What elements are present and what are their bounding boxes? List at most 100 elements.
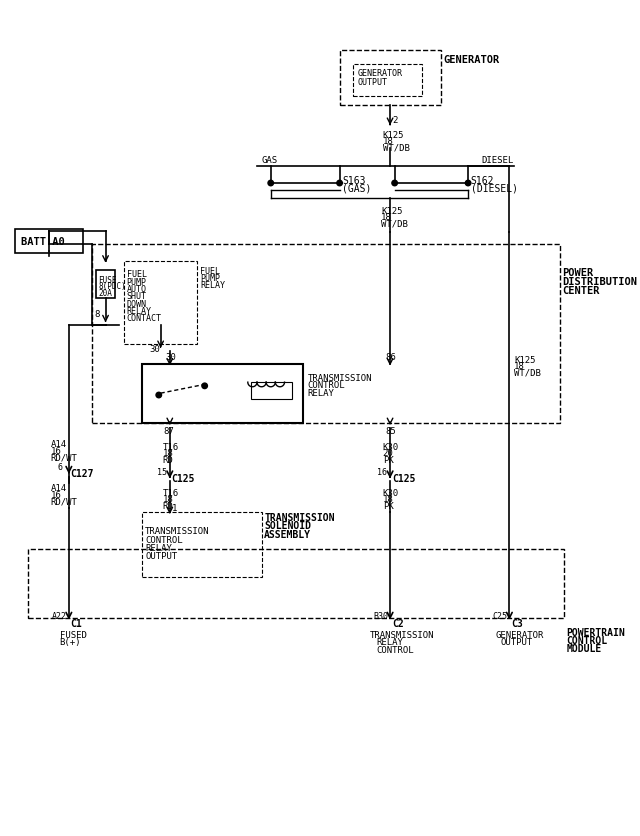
Text: OUTPUT: OUTPUT [358, 78, 388, 86]
Text: FUEL: FUEL [200, 267, 220, 275]
Text: 18: 18 [383, 137, 394, 146]
Text: C125: C125 [172, 473, 195, 483]
Text: 16: 16 [51, 446, 61, 455]
Text: 30: 30 [165, 353, 176, 361]
Text: 85: 85 [385, 427, 396, 436]
Text: FUSED: FUSED [60, 630, 86, 640]
Text: FUEL: FUEL [127, 270, 147, 279]
Text: 15: 15 [157, 467, 167, 477]
Circle shape [337, 181, 342, 186]
Text: MODULE: MODULE [566, 644, 602, 654]
Bar [97, 271, 115, 298]
Text: AUTO: AUTO [127, 285, 147, 293]
Text: POWER: POWER [563, 268, 594, 278]
Text: (GAS): (GAS) [342, 183, 372, 193]
Text: CONTROL: CONTROL [145, 535, 182, 544]
Text: RD/WT: RD/WT [51, 497, 77, 506]
Text: T16: T16 [163, 488, 179, 497]
Text: B(+): B(+) [60, 638, 81, 646]
Text: K125: K125 [514, 355, 536, 364]
Text: 16: 16 [377, 467, 387, 477]
Text: 6: 6 [58, 462, 63, 472]
Text: CONTROL: CONTROL [376, 645, 414, 654]
Text: TRANSMISSION: TRANSMISSION [264, 512, 335, 522]
Text: 18: 18 [163, 495, 173, 503]
Text: 18: 18 [383, 495, 394, 503]
Text: PK: PK [383, 501, 394, 510]
Text: CONTACT: CONTACT [127, 314, 162, 323]
Text: SHUT: SHUT [127, 292, 147, 301]
Text: RELAY: RELAY [200, 281, 225, 290]
Circle shape [202, 384, 207, 389]
Text: TRANSMISSION: TRANSMISSION [145, 527, 209, 536]
Text: OUTPUT: OUTPUT [500, 638, 532, 646]
Bar [92, 245, 560, 424]
Text: RELAY: RELAY [307, 388, 334, 397]
Text: TRANSMISSION: TRANSMISSION [307, 374, 372, 383]
Text: (DIESEL): (DIESEL) [471, 183, 518, 193]
Text: GENERATOR: GENERATOR [495, 630, 544, 640]
Text: 16: 16 [51, 490, 61, 499]
Text: GAS: GAS [262, 155, 278, 165]
Text: 18: 18 [514, 362, 525, 370]
Text: 20A: 20A [98, 288, 112, 298]
Text: K125: K125 [381, 206, 403, 216]
Text: B30: B30 [374, 611, 388, 620]
Text: OUTPUT: OUTPUT [145, 552, 177, 560]
Bar [250, 383, 292, 400]
Text: C3: C3 [511, 618, 523, 628]
Text: CONTROL: CONTROL [566, 635, 607, 645]
Text: 30: 30 [150, 344, 161, 354]
Text: PUMP: PUMP [127, 278, 147, 287]
Text: BATT A0: BATT A0 [21, 237, 65, 247]
Text: PK: PK [383, 456, 394, 464]
Bar [142, 364, 303, 424]
Text: TRANSMISSION: TRANSMISSION [370, 630, 435, 640]
Text: C1: C1 [70, 618, 83, 628]
Text: C25: C25 [493, 611, 508, 620]
Text: C127: C127 [70, 468, 94, 478]
Text: CENTER: CENTER [563, 286, 600, 296]
Text: RD: RD [163, 501, 173, 510]
Text: ASSEMBLY: ASSEMBLY [264, 529, 311, 539]
Text: 8(PDC): 8(PDC) [98, 282, 126, 291]
Text: T16: T16 [163, 442, 179, 451]
Text: RD/WT: RD/WT [51, 452, 77, 461]
Bar [124, 262, 197, 344]
Circle shape [392, 181, 397, 186]
Text: WT/DB: WT/DB [383, 144, 410, 152]
Text: 18: 18 [163, 449, 173, 458]
Circle shape [268, 181, 273, 186]
Text: GENERATOR: GENERATOR [444, 55, 500, 65]
Text: K30: K30 [383, 442, 399, 451]
Text: 2: 2 [392, 116, 397, 125]
Text: K125: K125 [383, 130, 404, 140]
Text: RD: RD [163, 456, 173, 464]
Text: SOLENOID: SOLENOID [264, 521, 311, 531]
Text: POWERTRAIN: POWERTRAIN [566, 627, 625, 637]
Text: RELAY: RELAY [145, 543, 172, 553]
Text: 1: 1 [172, 504, 177, 512]
Text: K30: K30 [383, 488, 399, 497]
Text: 86: 86 [385, 353, 396, 361]
Bar [142, 512, 262, 577]
Text: 20: 20 [383, 449, 394, 458]
Text: GENERATOR: GENERATOR [358, 69, 403, 79]
Text: WT/DB: WT/DB [381, 220, 408, 228]
Text: S162: S162 [471, 176, 494, 186]
Text: WT/DB: WT/DB [514, 368, 541, 377]
Text: RELAY: RELAY [127, 307, 152, 316]
Text: C125: C125 [392, 473, 415, 483]
Text: S163: S163 [342, 176, 366, 186]
Text: DISTRIBUTION: DISTRIBUTION [563, 277, 637, 287]
Text: PUMP: PUMP [200, 273, 220, 283]
Text: 8: 8 [95, 309, 100, 319]
Text: RELAY: RELAY [376, 638, 403, 646]
Circle shape [465, 181, 471, 186]
Text: DOWN: DOWN [127, 299, 147, 308]
Text: CONTROL: CONTROL [307, 381, 345, 390]
Text: C2: C2 [392, 618, 404, 628]
Text: DIESEL: DIESEL [482, 155, 514, 165]
Text: 87: 87 [163, 427, 174, 436]
Bar [28, 549, 564, 619]
